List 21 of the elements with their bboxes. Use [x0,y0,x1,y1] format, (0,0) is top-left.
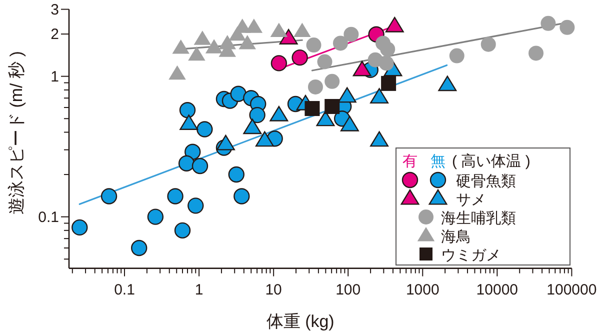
x-tick-label: 0.1 [114,281,135,298]
x-tick-label: 1000 [406,281,440,298]
y-tick-label: 3 [50,1,59,18]
annotation: 有 [402,153,418,170]
legend-label: ウミガメ [441,247,501,264]
x-axis-title: 体重 (kg) [266,312,334,331]
legend-label: 海生哺乳類 [441,210,516,227]
x-tick-label: 1 [194,281,204,298]
x-tick-label: 100 [336,281,361,298]
y-tick-label: 2 [50,26,59,44]
x-tick-label: 10 [265,281,282,298]
legend-label: サメ [456,192,486,208]
x-tick-label: 10000 [476,281,518,298]
y-tick-label: 0.1 [38,208,59,226]
legend-label: 海鳥 [441,228,471,246]
annotation: 無 [430,153,446,170]
x-tick-label: 100000 [546,281,597,298]
legend-label: 硬骨魚類 [456,173,516,190]
y-axis-title: 遊泳スピード (m/ 秒 ) [7,51,26,214]
legend-title: ( 高い体温 ) [452,153,530,170]
y-tick-label: 1 [50,68,59,86]
